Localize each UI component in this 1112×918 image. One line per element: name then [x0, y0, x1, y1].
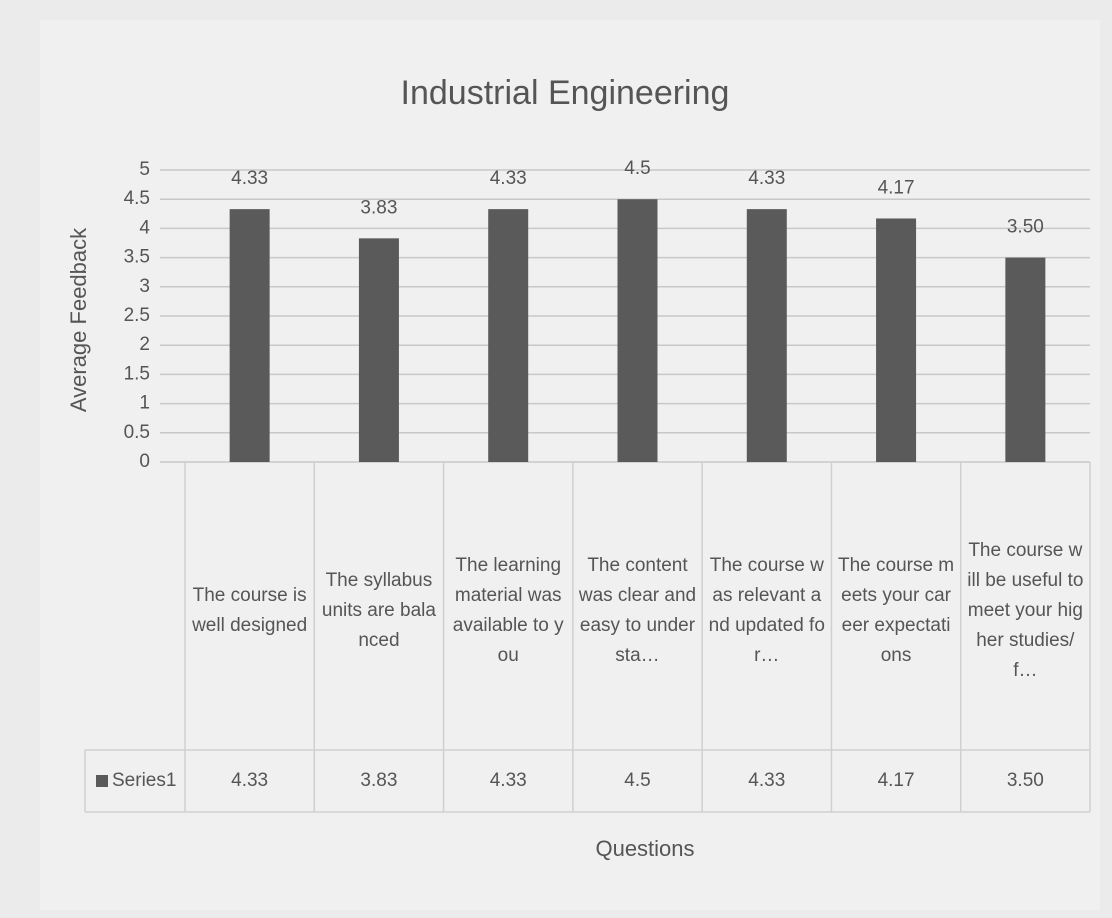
- data-label: 3.83: [360, 197, 397, 218]
- data-label: 4.33: [490, 168, 527, 189]
- legend-label: Series1: [112, 770, 176, 791]
- bar: [229, 209, 270, 462]
- y-tick-label: 2.5: [124, 305, 150, 326]
- table-value: 3.50: [1007, 770, 1044, 791]
- y-tick-label: 0: [139, 451, 150, 472]
- table-value: 4.33: [748, 770, 785, 791]
- bar: [488, 209, 529, 462]
- bar: [617, 199, 658, 462]
- legend-swatch: [96, 775, 108, 787]
- y-tick-label: 1.5: [124, 363, 150, 384]
- table-value: 4.33: [231, 770, 268, 791]
- table-value: 4.5: [624, 770, 650, 791]
- x-tick-label: The course meets your career expectation…: [837, 555, 955, 666]
- table-value: 4.17: [878, 770, 915, 791]
- y-tick-label: 4: [139, 217, 150, 238]
- x-tick-label: The learning material was available to y…: [452, 555, 564, 666]
- table-value: 3.83: [360, 770, 397, 791]
- x-axis-label: Questions: [595, 836, 694, 861]
- x-tick-label: The course is well designed: [192, 585, 308, 636]
- y-tick-label: 2: [139, 334, 150, 355]
- y-tick-label: 1: [139, 393, 150, 414]
- chart-title: Industrial Engineering: [401, 74, 730, 112]
- data-label: 4.17: [878, 177, 915, 198]
- x-tick-label: The syllabus units are balanced: [321, 570, 436, 651]
- y-tick-label: 5: [139, 159, 150, 180]
- data-label: 4.33: [231, 168, 268, 189]
- bar: [358, 238, 399, 462]
- data-label: 4.33: [748, 168, 785, 189]
- y-tick-label: 3: [139, 276, 150, 297]
- y-tick-label: 0.5: [124, 422, 150, 443]
- table-value: 4.33: [490, 770, 527, 791]
- bar: [876, 218, 917, 462]
- x-tick-label: The course will be useful to meet your h…: [967, 540, 1084, 681]
- chart-area: [40, 20, 1100, 910]
- x-tick-label: The course was relevant and updated for…: [708, 555, 825, 666]
- bar: [746, 209, 787, 462]
- data-label: 4.5: [624, 158, 650, 179]
- data-label: 3.50: [1007, 217, 1044, 238]
- bar: [1005, 257, 1046, 462]
- y-tick-label: 4.5: [124, 188, 150, 209]
- y-axis-label: Average Feedback: [66, 227, 91, 412]
- x-tick-label: The content was clear and easy to unders…: [578, 555, 697, 666]
- y-tick-label: 3.5: [124, 247, 150, 268]
